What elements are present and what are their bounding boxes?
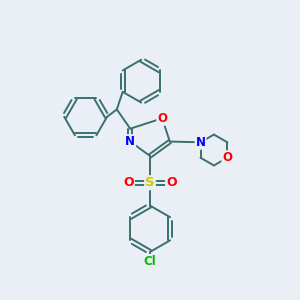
Text: O: O (157, 112, 167, 125)
Text: O: O (123, 176, 134, 189)
Text: N: N (125, 135, 135, 148)
Text: O: O (222, 151, 232, 164)
Text: S: S (145, 176, 155, 189)
Text: O: O (166, 176, 177, 189)
Text: N: N (196, 136, 206, 149)
Text: Cl: Cl (144, 255, 156, 268)
